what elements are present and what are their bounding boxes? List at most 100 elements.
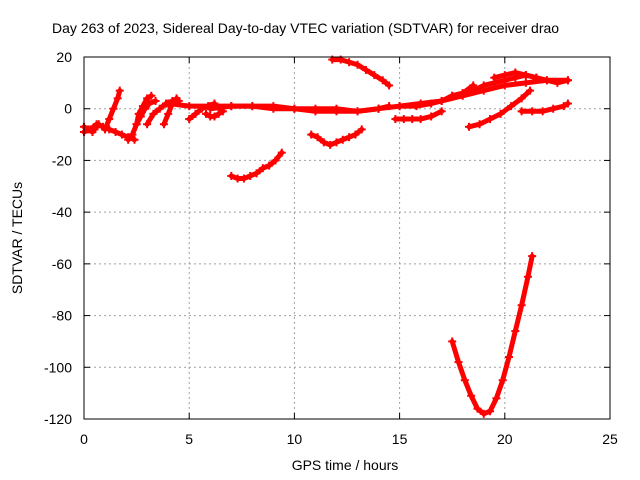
chart-title: Day 263 of 2023, Sidereal Day-to-day VTE… [52,20,559,36]
data-point [528,252,537,261]
data-point [145,99,154,108]
data-point [370,71,379,80]
y-tick-label: 20 [56,49,72,65]
data-point [490,73,499,82]
x-tick-label: 15 [392,431,408,447]
data-point [151,96,160,105]
data-point [521,71,530,80]
data-point [319,138,328,147]
data-point [511,68,520,77]
x-axis-label: GPS time / hours [292,457,399,473]
data-point [475,120,484,129]
data-point [517,107,526,116]
data-point [492,394,501,403]
data-point [345,58,354,67]
y-tick-label: 0 [64,101,72,117]
series-line-arc-16 [392,108,445,122]
data-point [523,272,532,281]
data-point [141,104,150,113]
data-point [553,78,562,87]
data-point [227,102,236,111]
data-point [563,76,572,85]
data-point [465,122,474,131]
data-point [412,102,421,111]
data-point [149,109,158,118]
data-point [132,120,141,129]
data-point [191,109,200,118]
data-point [265,161,274,170]
data-point [202,109,211,118]
data-point [460,376,469,385]
data-point [517,94,526,103]
data-point [496,109,505,118]
data-point [159,120,168,129]
data-point [269,104,278,113]
data-point [101,125,110,134]
data-point [505,352,514,361]
data-point [374,104,383,113]
data-point [113,94,122,103]
series-line-arc-7 [161,95,180,127]
data-point [248,102,257,111]
data-point [239,174,248,183]
data-point [532,73,541,82]
data-point [399,115,408,124]
data-point [469,86,478,95]
x-tick-label: 20 [497,431,513,447]
data-point [128,130,137,139]
data-series [80,55,572,418]
data-point [479,409,488,418]
x-tick-label: 25 [602,431,618,447]
x-tick-label: 5 [185,431,193,447]
data-point [94,120,103,129]
data-point [416,115,425,124]
data-point [109,104,118,113]
data-point [467,391,476,400]
y-tick-label: -120 [44,411,72,427]
data-point [361,65,370,74]
data-point [307,130,316,139]
data-point [105,115,114,124]
data-point [164,99,173,108]
data-point [526,86,535,95]
data-point [155,104,164,113]
data-point [185,102,194,111]
data-point [395,102,404,111]
data-point [486,115,495,124]
data-point [353,107,362,116]
data-point [172,94,181,103]
y-tick-label: -40 [52,204,72,220]
data-point [147,91,156,100]
data-point [427,112,436,121]
plot-frame [83,56,611,420]
data-point [252,169,261,178]
y-tick-label: -60 [52,256,72,272]
data-point [385,81,394,90]
axis-ticks: 0 5 10 15 20 25 20 0 -20 -40 -60 -80 -100 -120 [44,49,618,447]
data-point [378,76,387,85]
data-point [511,327,520,336]
data-point [290,104,299,113]
data-point [258,164,267,173]
series-line-arc-21 [519,101,571,114]
data-point [517,301,526,310]
data-point [357,125,366,134]
data-point [353,60,362,69]
y-axis-label: SDTVAR / TECUs [9,182,25,294]
data-point [214,109,223,118]
data-point [391,115,400,124]
y-tick-label: -80 [52,308,72,324]
data-point [437,96,446,105]
data-point [246,171,255,180]
data-point [90,125,99,134]
data-point [542,76,551,85]
data-point [210,112,219,121]
y-tick-label: -20 [52,152,72,168]
data-point [458,89,467,98]
data-point [136,112,145,121]
data-point [271,156,280,165]
data-point [448,91,457,100]
y-tick-label: -100 [44,359,72,375]
